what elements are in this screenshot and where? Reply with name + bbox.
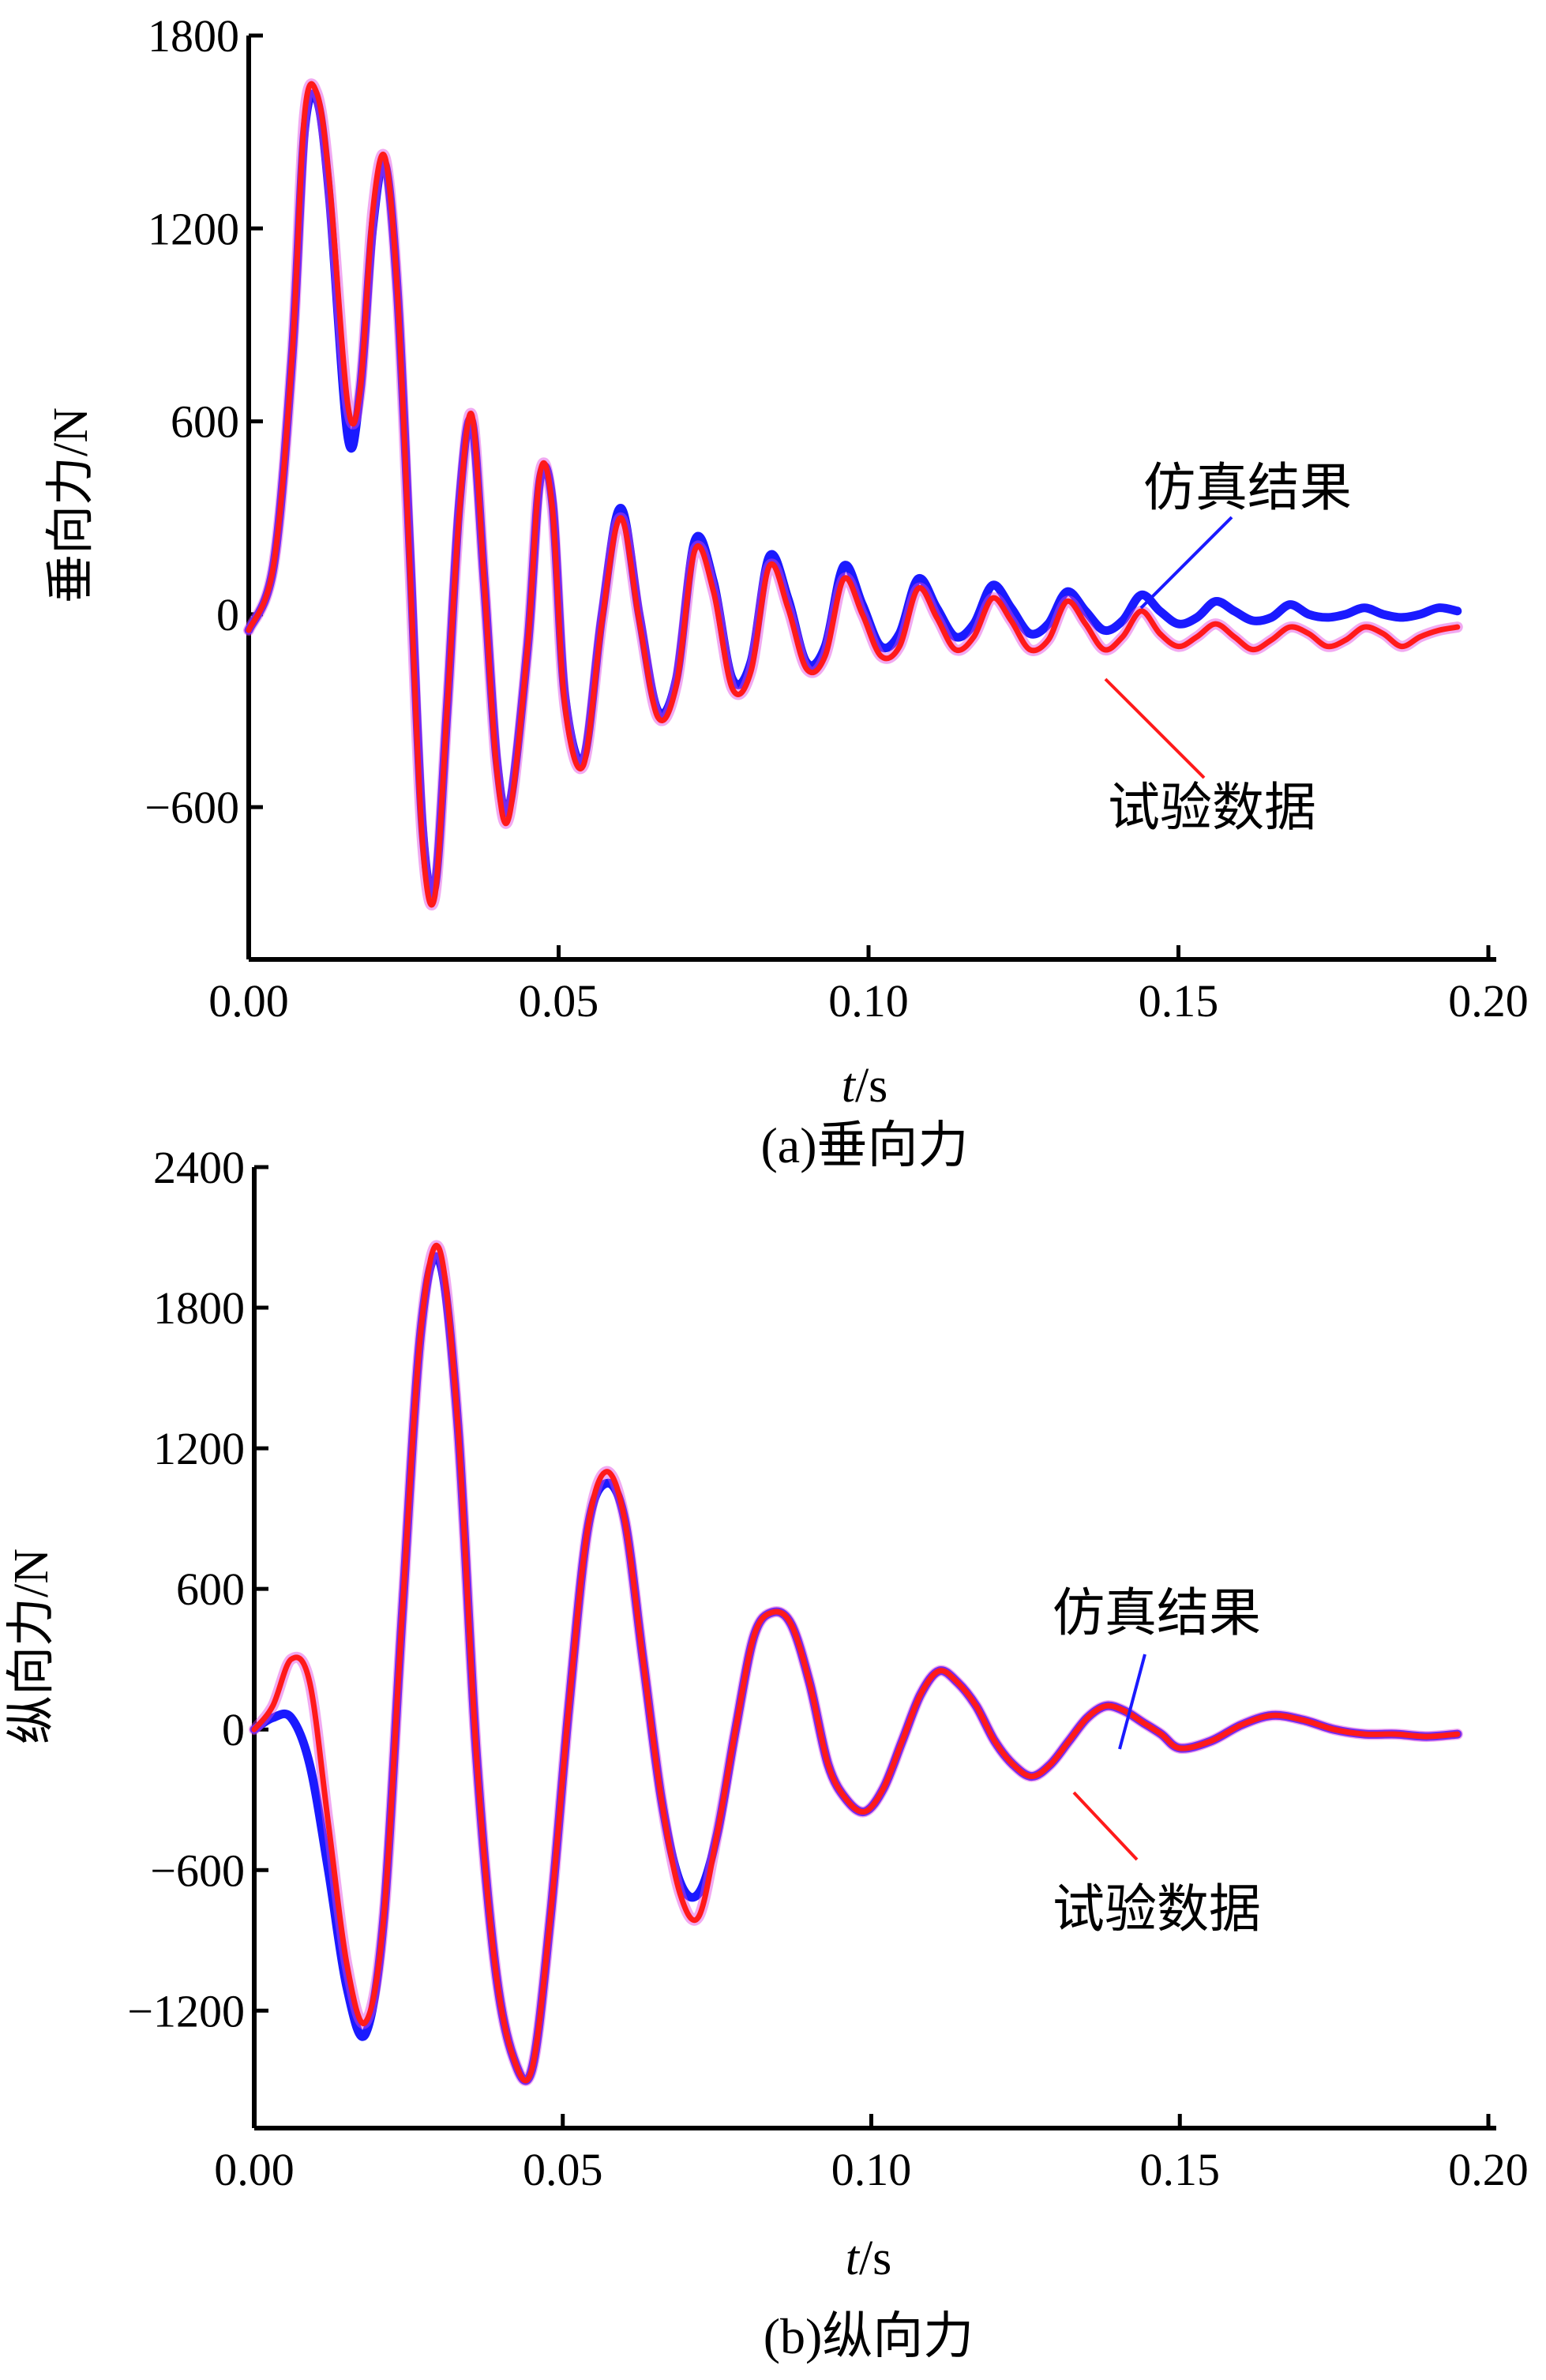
y-tick-label: −600 (150, 1845, 245, 1896)
y-ticks: 2400 1800 1200 600 0 −600 −1200 (127, 1142, 268, 2037)
x-ticks: 0.00 0.05 0.10 0.15 0.20 (208, 945, 1529, 1027)
x-tick-label: 0.05 (523, 2144, 603, 2195)
leader-experiment (1104, 678, 1206, 779)
x-axis-label: t/s (846, 2232, 892, 2285)
x-tick-label: 0.05 (519, 975, 599, 1027)
caption-b: (b)纵向力 (764, 2308, 974, 2364)
x-tick-label: 0.20 (1448, 975, 1529, 1027)
annotation-experiment: 试验数据 (1108, 777, 1316, 838)
x-axis-unit: /s (855, 1059, 887, 1113)
annotation-simulation: 仿真结果 (1143, 457, 1352, 518)
caption-a: (a)垂向力 (760, 1117, 968, 1173)
y-ticks: 1800 1200 600 0 −600 (144, 10, 263, 833)
x-axis-label: t/s (842, 1059, 888, 1113)
y-tick-label: 2400 (153, 1142, 245, 1193)
series-line-simulation (250, 1252, 1462, 2085)
series-line-experiment-halo (249, 1240, 1463, 2086)
chart-panel-vertical-force: 1800 1200 600 0 −600 0.00 0.05 0.10 0.15 0.20 垂向… (44, 10, 1529, 1173)
leader-simulation (1139, 516, 1233, 610)
y-tick-label: 1800 (148, 10, 239, 62)
y-tick-label: 600 (171, 396, 239, 448)
y-tick-label: −600 (144, 782, 239, 833)
x-tick-label: 0.15 (1139, 975, 1219, 1027)
series-line-experiment (246, 81, 1461, 908)
x-axis-symbol: t (846, 2232, 861, 2285)
series-line-experiment (251, 1242, 1461, 2084)
plot-area (249, 1240, 1463, 2086)
leader-experiment (1072, 1791, 1139, 1861)
x-tick-label: 0.10 (831, 2144, 912, 2195)
y-axis-label: 垂向力/N (44, 407, 98, 603)
annotation-simulation: 仿真结果 (1053, 1582, 1261, 1643)
x-ticks: 0.00 0.05 0.10 0.15 0.20 (214, 2114, 1529, 2195)
x-tick-label: 0.10 (828, 975, 909, 1027)
y-tick-label: 0 (222, 1704, 245, 1755)
plot-area (243, 78, 1463, 910)
y-tick-label: 1200 (153, 1423, 245, 1474)
x-axis-unit: /s (859, 2232, 891, 2285)
y-axis-label: 纵向力/N (5, 1549, 58, 1744)
y-tick-label: 1200 (148, 203, 239, 254)
y-tick-label: 0 (216, 589, 239, 640)
y-tick-label: 600 (176, 1564, 245, 1615)
x-axis-symbol: t (842, 1059, 857, 1113)
x-tick-label: 0.20 (1448, 2144, 1529, 2195)
x-tick-label: 0.00 (208, 975, 289, 1027)
x-tick-label: 0.15 (1140, 2144, 1221, 2195)
y-tick-label: −1200 (127, 1985, 245, 2037)
leader-simulation (1118, 1654, 1146, 1750)
x-tick-label: 0.00 (214, 2144, 295, 2195)
annotation-experiment: 试验数据 (1053, 1879, 1261, 1939)
y-tick-label: 1800 (153, 1282, 245, 1334)
